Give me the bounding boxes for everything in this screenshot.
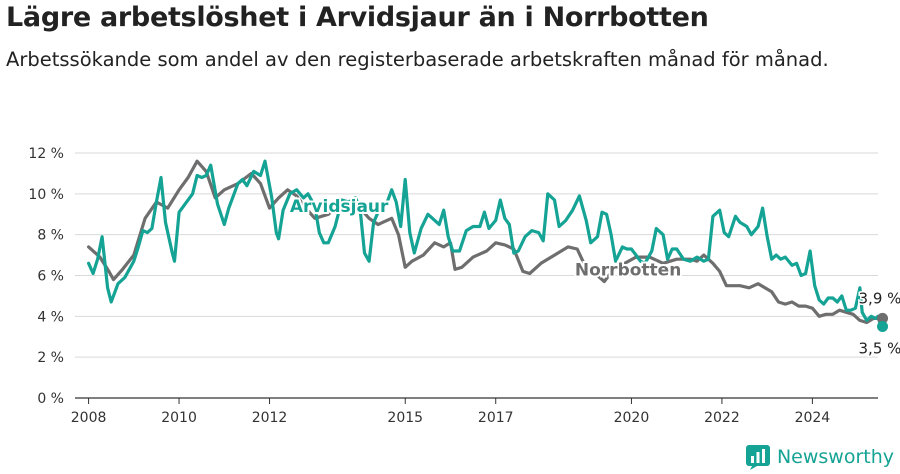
brand-name: Newsworthy — [776, 446, 894, 468]
y-axis: 0 % 2 % 4 % 6 % 8 % 10 % 12 % — [28, 146, 64, 407]
chart-subtitle: Arbetssökande som andel av den registerb… — [6, 48, 829, 71]
series-label-arvidsjaur: Arvidsjaur — [290, 197, 389, 217]
newsworthy-logo-icon — [745, 445, 770, 470]
y-tick-label: 0 % — [37, 391, 64, 407]
series-label-norrbotten: Norrbotten — [575, 261, 681, 281]
end-value-label: 3,9 % — [859, 289, 900, 307]
x-tick-label: 2008 — [71, 410, 107, 426]
y-tick-label: 8 % — [37, 228, 64, 244]
y-tick-label: 4 % — [37, 309, 64, 325]
x-tick-label: 2012 — [252, 410, 288, 426]
x-tick-label: 2020 — [614, 410, 650, 426]
x-axis: 2008 2010 2012 2015 2017 2020 2022 2024 — [71, 398, 831, 426]
y-tick-label: 10 % — [28, 187, 64, 203]
y-tick-label: 6 % — [37, 269, 64, 285]
end-dot-arvidsjaur — [877, 321, 889, 333]
grid-lines — [75, 152, 878, 399]
y-tick-label: 2 % — [37, 350, 64, 366]
series-labels: 3,9 % 3,5 % Norrbotten Arvidsjaur — [288, 195, 900, 359]
x-tick-label: 2017 — [478, 410, 514, 426]
newsworthy-brand: Newsworthy — [745, 444, 894, 470]
series-lines — [87, 159, 885, 329]
end-value-label: 3,5 % — [859, 340, 900, 358]
x-tick-label: 2022 — [704, 410, 740, 426]
x-tick-label: 2024 — [795, 410, 831, 426]
x-tick-label: 2010 — [161, 410, 197, 426]
series-line-arvidsjaur — [87, 159, 885, 329]
y-tick-label: 12 % — [28, 146, 64, 162]
series-line-norrbotten — [87, 159, 885, 325]
chart-title: Lägre arbetslöshet i Arvidsjaur än i Nor… — [6, 2, 709, 33]
end-dot-norrbotten — [877, 312, 889, 324]
x-tick-label: 2015 — [387, 410, 423, 426]
